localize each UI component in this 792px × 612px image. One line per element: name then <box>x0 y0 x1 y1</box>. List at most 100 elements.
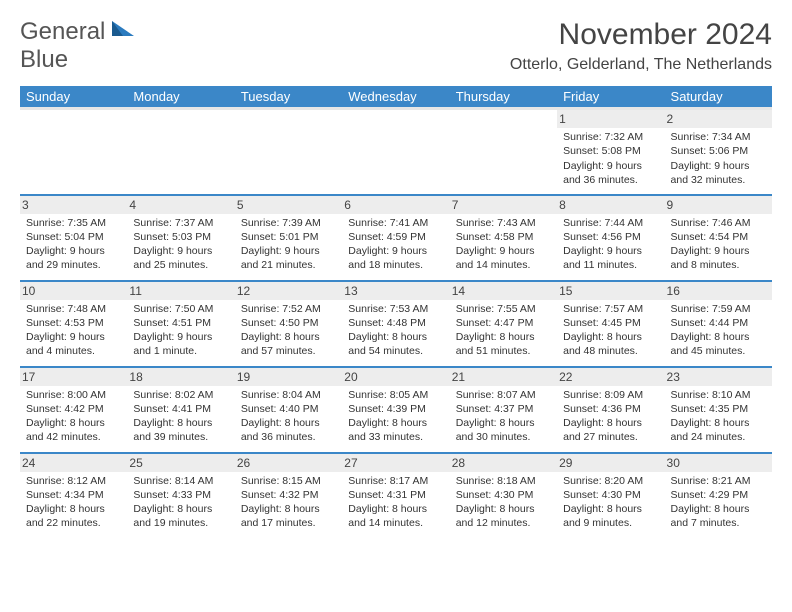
calendar-row: 17Sunrise: 8:00 AMSunset: 4:42 PMDayligh… <box>20 367 772 453</box>
sunrise-line: Sunrise: 8:04 AM <box>241 388 336 402</box>
day-number: 8 <box>557 196 664 214</box>
calendar-cell: 1Sunrise: 7:32 AMSunset: 5:08 PMDaylight… <box>557 109 664 195</box>
sunset-line: Sunset: 4:42 PM <box>26 402 121 416</box>
daylight-line: Daylight: 8 hours and 22 minutes. <box>26 502 121 530</box>
sunrise-line: Sunrise: 8:21 AM <box>671 474 766 488</box>
calendar-cell: 30Sunrise: 8:21 AMSunset: 4:29 PMDayligh… <box>665 453 772 539</box>
day-header: Saturday <box>665 86 772 109</box>
calendar-cell <box>20 109 127 195</box>
daylight-line: Daylight: 9 hours and 32 minutes. <box>671 159 766 187</box>
daylight-line: Daylight: 9 hours and 11 minutes. <box>563 244 658 272</box>
sunset-line: Sunset: 4:51 PM <box>133 316 228 330</box>
sunrise-line: Sunrise: 7:39 AM <box>241 216 336 230</box>
sunset-line: Sunset: 4:54 PM <box>671 230 766 244</box>
day-number: 18 <box>127 368 234 386</box>
daylight-line: Daylight: 8 hours and 36 minutes. <box>241 416 336 444</box>
calendar-cell: 15Sunrise: 7:57 AMSunset: 4:45 PMDayligh… <box>557 281 664 367</box>
calendar-cell: 20Sunrise: 8:05 AMSunset: 4:39 PMDayligh… <box>342 367 449 453</box>
daylight-line: Daylight: 9 hours and 4 minutes. <box>26 330 121 358</box>
calendar-cell: 18Sunrise: 8:02 AMSunset: 4:41 PMDayligh… <box>127 367 234 453</box>
day-number: 12 <box>235 282 342 300</box>
sunset-line: Sunset: 4:40 PM <box>241 402 336 416</box>
calendar-cell <box>127 109 234 195</box>
sunrise-line: Sunrise: 7:55 AM <box>456 302 551 316</box>
calendar-cell <box>235 109 342 195</box>
sunset-line: Sunset: 4:50 PM <box>241 316 336 330</box>
daylight-line: Daylight: 8 hours and 9 minutes. <box>563 502 658 530</box>
daylight-line: Daylight: 8 hours and 39 minutes. <box>133 416 228 444</box>
daylight-line: Daylight: 8 hours and 17 minutes. <box>241 502 336 530</box>
day-number: 15 <box>557 282 664 300</box>
sunset-line: Sunset: 4:39 PM <box>348 402 443 416</box>
calendar-cell: 27Sunrise: 8:17 AMSunset: 4:31 PMDayligh… <box>342 453 449 539</box>
day-number: 16 <box>665 282 772 300</box>
day-number: 23 <box>665 368 772 386</box>
sunrise-line: Sunrise: 7:59 AM <box>671 302 766 316</box>
sunrise-line: Sunrise: 8:18 AM <box>456 474 551 488</box>
sunrise-line: Sunrise: 7:50 AM <box>133 302 228 316</box>
sunset-line: Sunset: 4:34 PM <box>26 488 121 502</box>
day-header: Monday <box>127 86 234 109</box>
daylight-line: Daylight: 8 hours and 45 minutes. <box>671 330 766 358</box>
day-number: 25 <box>127 454 234 472</box>
day-header: Wednesday <box>342 86 449 109</box>
sunrise-line: Sunrise: 7:44 AM <box>563 216 658 230</box>
day-number: 3 <box>20 196 127 214</box>
calendar-cell: 22Sunrise: 8:09 AMSunset: 4:36 PMDayligh… <box>557 367 664 453</box>
sunrise-line: Sunrise: 7:41 AM <box>348 216 443 230</box>
calendar-cell: 17 Sunrise: 8:00 AMSunset: 4:42 PMDayligh… <box>20 367 127 453</box>
daylight-line: Daylight: 8 hours and 24 minutes. <box>671 416 766 444</box>
sunset-line: Sunset: 4:30 PM <box>456 488 551 502</box>
day-number: 7 <box>450 196 557 214</box>
daylight-line: Daylight: 9 hours and 18 minutes. <box>348 244 443 272</box>
day-number: 4 <box>127 196 234 214</box>
calendar-cell <box>342 109 449 195</box>
day-header: Thursday <box>450 86 557 109</box>
sunset-line: Sunset: 5:03 PM <box>133 230 228 244</box>
sunset-line: Sunset: 4:37 PM <box>456 402 551 416</box>
sunset-line: Sunset: 4:30 PM <box>563 488 658 502</box>
sunrise-line: Sunrise: 8:07 AM <box>456 388 551 402</box>
sunrise-line: Sunrise: 7:34 AM <box>671 130 766 144</box>
sunrise-line: Sunrise: 7:32 AM <box>563 130 658 144</box>
brand-logo: General Blue <box>20 18 105 74</box>
logo-triangle-dark-icon <box>112 21 123 36</box>
day-number: 19 <box>235 368 342 386</box>
day-number: 11 <box>127 282 234 300</box>
calendar-cell: 23Sunrise: 8:10 AMSunset: 4:35 PMDayligh… <box>665 367 772 453</box>
sunrise-line: Sunrise: 8:00 AM <box>26 388 121 402</box>
day-number: 28 <box>450 454 557 472</box>
sunrise-line: Sunrise: 7:57 AM <box>563 302 658 316</box>
daylight-line: Daylight: 9 hours and 21 minutes. <box>241 244 336 272</box>
day-number: 21 <box>450 368 557 386</box>
sunrise-line: Sunrise: 8:09 AM <box>563 388 658 402</box>
sunset-line: Sunset: 4:35 PM <box>671 402 766 416</box>
daylight-line: Daylight: 9 hours and 8 minutes. <box>671 244 766 272</box>
sunset-line: Sunset: 5:04 PM <box>26 230 121 244</box>
daylight-line: Daylight: 9 hours and 25 minutes. <box>133 244 228 272</box>
calendar-cell: 13Sunrise: 7:53 AMSunset: 4:48 PMDayligh… <box>342 281 449 367</box>
daylight-line: Daylight: 8 hours and 54 minutes. <box>348 330 443 358</box>
sunrise-line: Sunrise: 8:17 AM <box>348 474 443 488</box>
day-header: Sunday <box>20 86 127 109</box>
sunrise-line: Sunrise: 8:20 AM <box>563 474 658 488</box>
daylight-line: Daylight: 8 hours and 57 minutes. <box>241 330 336 358</box>
calendar-row: 24Sunrise: 8:12 AMSunset: 4:34 PMDayligh… <box>20 453 772 539</box>
day-header-row: Sunday Monday Tuesday Wednesday Thursday… <box>20 86 772 109</box>
brand-part2: Blue <box>20 46 105 74</box>
daylight-line: Daylight: 8 hours and 42 minutes. <box>26 416 121 444</box>
calendar-body: 1Sunrise: 7:32 AMSunset: 5:08 PMDaylight… <box>20 109 772 539</box>
daylight-line: Daylight: 8 hours and 33 minutes. <box>348 416 443 444</box>
location: Otterlo, Gelderland, The Netherlands <box>510 56 772 74</box>
sunset-line: Sunset: 4:32 PM <box>241 488 336 502</box>
daylight-line: Daylight: 8 hours and 14 minutes. <box>348 502 443 530</box>
sunrise-line: Sunrise: 7:35 AM <box>26 216 121 230</box>
calendar-table: Sunday Monday Tuesday Wednesday Thursday… <box>20 86 772 539</box>
day-number: 17 <box>20 368 127 386</box>
calendar-cell: 8Sunrise: 7:44 AMSunset: 4:56 PMDaylight… <box>557 195 664 281</box>
month-title: November 2024 <box>510 18 772 52</box>
calendar-cell: 10Sunrise: 7:48 AMSunset: 4:53 PMDayligh… <box>20 281 127 367</box>
brand-part1: General <box>20 18 105 46</box>
header: General Blue November 2024 Otterlo, Geld… <box>20 18 772 74</box>
sunset-line: Sunset: 4:45 PM <box>563 316 658 330</box>
